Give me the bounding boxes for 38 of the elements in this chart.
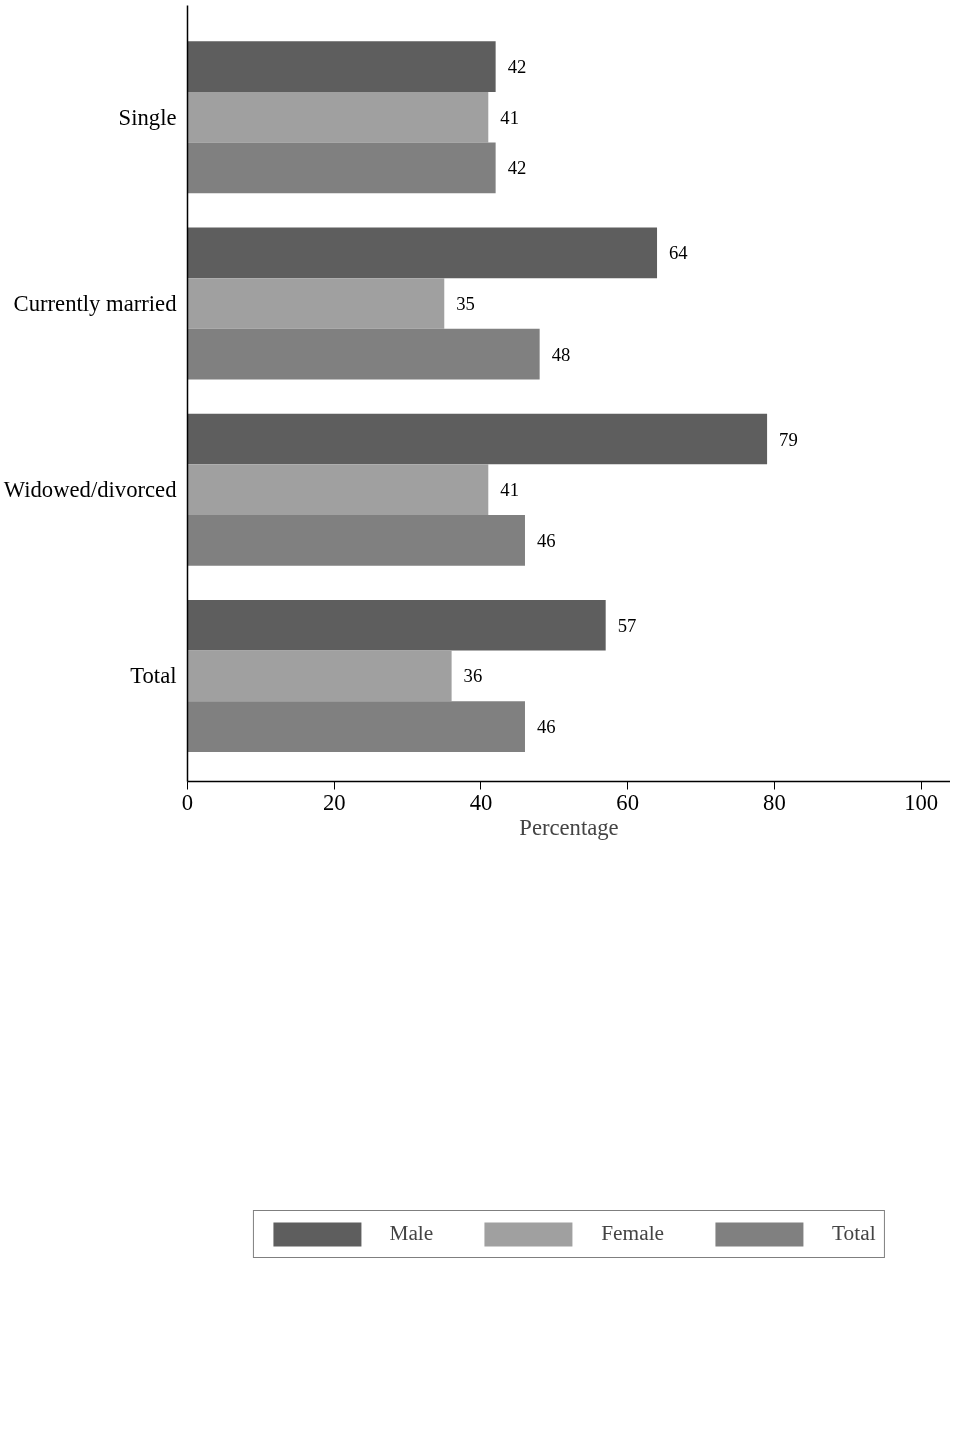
- y-tick-label: Single: [118, 104, 177, 130]
- x-tick-label: 80: [763, 789, 786, 815]
- bar: [187, 91, 489, 143]
- data-label: 41: [500, 479, 519, 501]
- data-label: 41: [500, 106, 519, 128]
- bar: [187, 227, 658, 279]
- data-label: 48: [551, 343, 571, 365]
- bar: [187, 650, 452, 702]
- bar: [187, 701, 525, 752]
- bar: [187, 328, 540, 380]
- legend-label: Total: [832, 1221, 876, 1246]
- bar: [187, 464, 489, 516]
- data-label: 36: [463, 665, 483, 687]
- y-tick-label: Currently married: [13, 290, 178, 316]
- x-tick-label: 40: [469, 789, 493, 815]
- y-tick-label: Total: [130, 663, 177, 689]
- y-tick-label: Widowed/divorced: [3, 477, 178, 503]
- x-axis-title: Percentage: [519, 814, 619, 840]
- bar: [187, 599, 606, 651]
- data-label: 46: [536, 716, 556, 738]
- data-label: 64: [669, 242, 689, 264]
- data-label: 57: [617, 614, 637, 636]
- bar: [187, 142, 496, 194]
- bar: [187, 41, 496, 92]
- bar: [187, 278, 445, 329]
- data-label: 35: [456, 292, 475, 314]
- data-label: 42: [507, 157, 527, 179]
- bar: [187, 413, 768, 465]
- data-label: 42: [507, 56, 527, 78]
- x-tick-label: 20: [322, 789, 346, 815]
- x-tick-label: 100: [904, 789, 939, 815]
- data-label: 46: [536, 529, 556, 551]
- data-label: 79: [779, 428, 798, 450]
- x-tick-label: 60: [616, 789, 640, 815]
- legend-label: Male: [389, 1221, 434, 1246]
- bar: [187, 515, 525, 566]
- legend-label: Female: [601, 1221, 665, 1246]
- x-tick-label: 0: [181, 789, 194, 815]
